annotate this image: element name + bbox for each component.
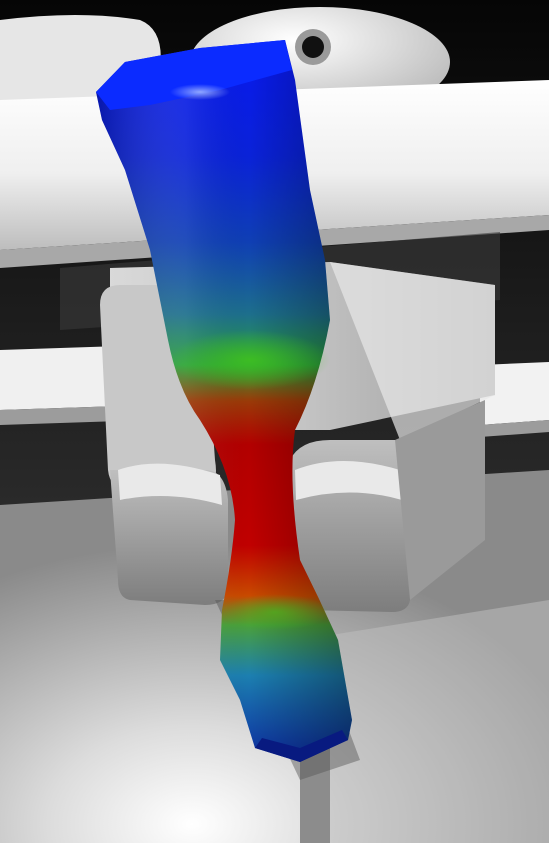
rail-right [480, 362, 549, 425]
specimen-top-face [96, 40, 292, 110]
specimen-lower-gradient [220, 594, 330, 630]
specimen-specular [170, 84, 230, 100]
rail-right-edge [480, 420, 549, 437]
clamp-jaw-left-highlight [118, 463, 222, 505]
clamp-block-side-highlight [330, 262, 495, 440]
clamp-jaw-right-side [395, 400, 485, 600]
bolt-hole-inner [302, 36, 324, 58]
specimen-neck-gradient [170, 330, 330, 390]
clamp-jaw-left [110, 470, 228, 605]
specimen-shading [96, 40, 352, 762]
specimen-bottom-face [255, 730, 348, 762]
specimen [96, 40, 352, 762]
clamp-jaw-right-highlight [295, 461, 402, 500]
base-block [300, 600, 549, 843]
